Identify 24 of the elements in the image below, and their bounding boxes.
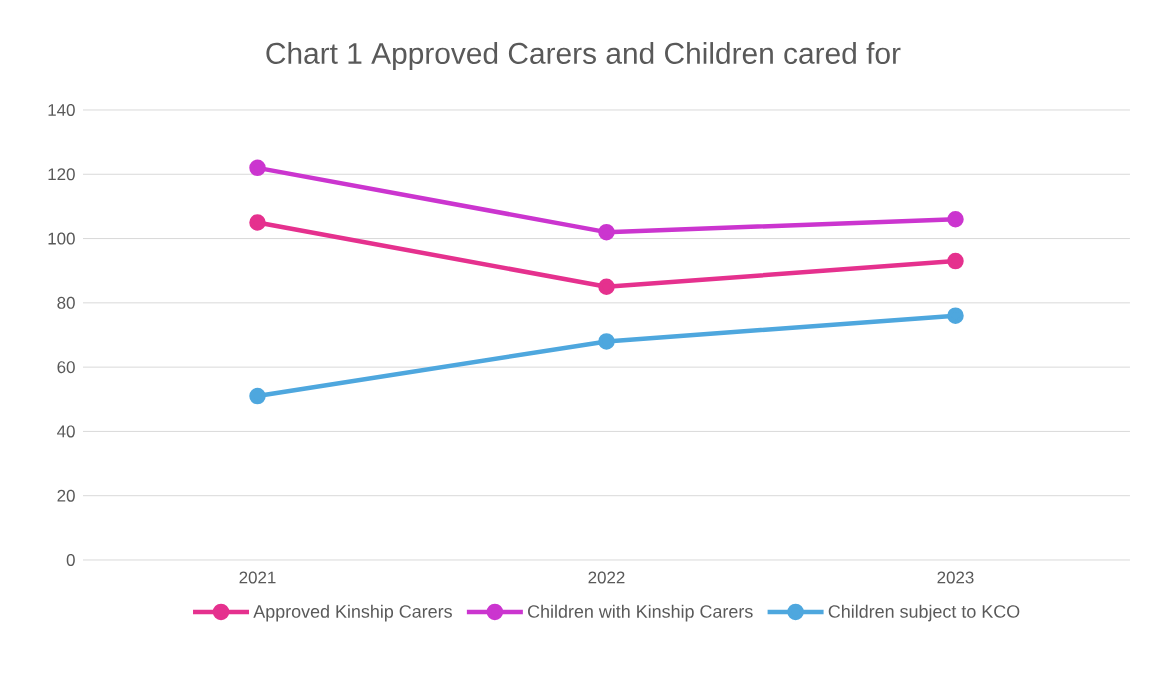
y-tick-label: 20 bbox=[57, 489, 75, 502]
y-tick-label: 120 bbox=[48, 168, 75, 181]
legend-label: Children with Kinship Carers bbox=[528, 604, 753, 622]
legend-label: Approved Kinship Carers bbox=[253, 604, 452, 622]
y-tick-label: 80 bbox=[57, 296, 75, 309]
point bbox=[947, 211, 964, 228]
point bbox=[947, 252, 964, 270]
point bbox=[249, 387, 266, 405]
point bbox=[598, 333, 615, 350]
chart-title: Chart 1 Approved Carers and Children cared for bbox=[266, 42, 901, 70]
y-tick-label: 100 bbox=[48, 232, 75, 245]
x-tick-label: 2021 bbox=[239, 571, 276, 584]
point bbox=[249, 159, 266, 177]
point bbox=[249, 214, 266, 231]
x-tick-label: 2023 bbox=[937, 571, 974, 584]
y-tick-label: 40 bbox=[57, 425, 75, 438]
y-tick-label: 140 bbox=[48, 103, 75, 116]
y-tick-label: 0 bbox=[66, 553, 75, 566]
y-tick-label: 60 bbox=[57, 361, 75, 374]
point bbox=[947, 307, 964, 324]
legend-label: Children subject to KCO bbox=[828, 604, 1020, 622]
x-tick-label: 2022 bbox=[588, 571, 625, 584]
point bbox=[598, 223, 615, 241]
point bbox=[598, 278, 615, 296]
